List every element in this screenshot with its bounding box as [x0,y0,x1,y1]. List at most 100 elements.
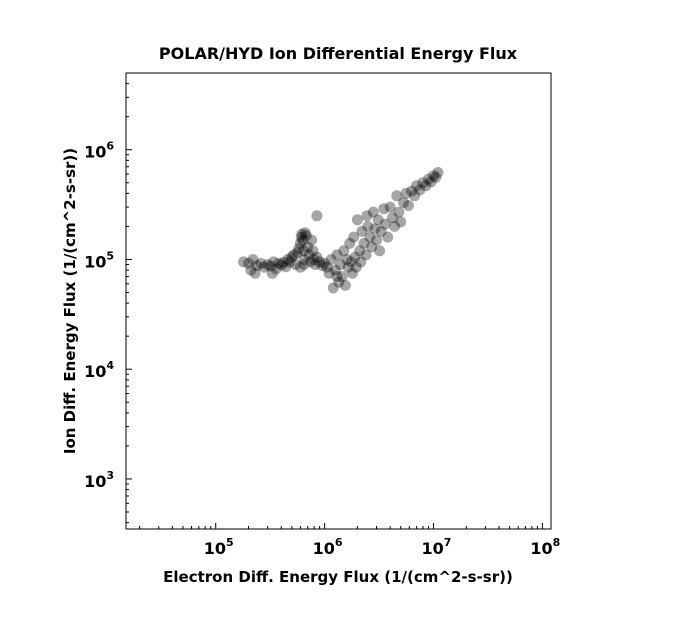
data-point [238,256,249,268]
data-point [323,267,335,279]
data-point [354,245,366,257]
chart-title: POLAR/HYD Ion Differential Energy Flux [159,44,518,63]
data-point [406,185,418,197]
y-tick-label: 106 [84,140,114,162]
data-point [296,228,308,240]
data-point [425,176,437,188]
x-tick-label: 108 [530,536,560,558]
data-point [339,279,351,291]
y-tick-label-base: 10 [84,143,106,162]
data-point [329,264,341,276]
data-point [294,261,306,273]
data-point [307,245,319,257]
y-tick-label-exponent: 3 [106,469,114,482]
data-point [432,167,444,178]
data-point [400,187,412,199]
data-point [360,249,372,261]
data-point [389,220,401,232]
data-point [319,257,331,269]
data-point [291,247,303,259]
data-point [278,256,290,268]
data-point [325,254,337,265]
y-tick-label-base: 10 [84,252,106,271]
x-tick-label: 105 [204,536,234,558]
y-tick-label: 104 [84,359,114,381]
data-point [300,230,312,242]
data-point [341,254,353,265]
data-point [374,245,386,257]
data-point [335,259,346,270]
data-point [282,254,294,265]
data-point [409,190,421,202]
data-point [355,256,367,268]
data-point [375,225,387,237]
data-point [338,245,350,257]
data-point [306,234,318,246]
data-point [243,257,254,269]
data-point [255,257,267,269]
data-point [393,206,405,218]
x-tick-label: 106 [313,536,343,558]
data-point [294,237,306,249]
x-tick-label-exponent: 8 [553,536,561,549]
x-tick-label-base: 10 [422,539,444,558]
data-point [371,234,383,246]
data-point [284,256,296,268]
x-tick-label-base: 10 [204,539,226,558]
data-point [251,260,263,272]
data-point [364,231,376,243]
data-point [391,190,403,202]
data-point [304,256,316,268]
data-point [349,251,361,263]
y-tick-label-exponent: 5 [106,249,114,262]
data-point [265,260,277,272]
data-point [245,264,257,276]
x-axis-label: Electron Diff. Energy Flux (1/(cm^2-s-sr… [163,568,513,586]
data-point [366,241,378,253]
x-tick-label-exponent: 7 [444,536,452,549]
y-tick-label-exponent: 4 [106,359,114,372]
data-point [382,231,394,243]
data-point [302,241,314,253]
x-tick-label-exponent: 5 [226,536,234,549]
y-axis-label: Ion Diff. Energy Flux (1/(cm^2-s-sr)) [61,148,79,454]
data-point [273,257,285,269]
data-point [384,201,396,213]
data-point [280,261,292,273]
data-point [411,180,423,192]
data-point [342,261,354,273]
data-point [362,220,374,232]
data-point [367,206,379,218]
data-point [262,259,274,270]
x-tick-label: 107 [422,536,452,558]
data-point [336,271,348,282]
data-point [430,171,442,183]
data-point [369,223,381,235]
data-point [387,212,398,224]
data-point [268,256,280,268]
data-point [308,254,320,265]
data-point [344,237,356,249]
data-point [420,180,432,192]
y-tick-label: 103 [84,469,114,491]
data-point [311,210,323,222]
data-point [249,267,261,279]
data-point [316,260,328,272]
data-point [288,249,300,261]
x-tick-label-base: 10 [530,539,552,558]
data-point [270,263,282,275]
data-point [297,234,309,246]
data-point [395,216,407,228]
data-point [299,227,311,239]
data-point [295,231,307,243]
data-point [417,177,429,189]
y-tick-label-base: 10 [84,472,106,491]
data-point [345,256,357,268]
data-point [428,170,439,182]
data-point [311,251,323,263]
data-point [293,243,305,255]
data-point [303,249,315,261]
data-point [321,261,333,273]
data-point [403,200,414,211]
